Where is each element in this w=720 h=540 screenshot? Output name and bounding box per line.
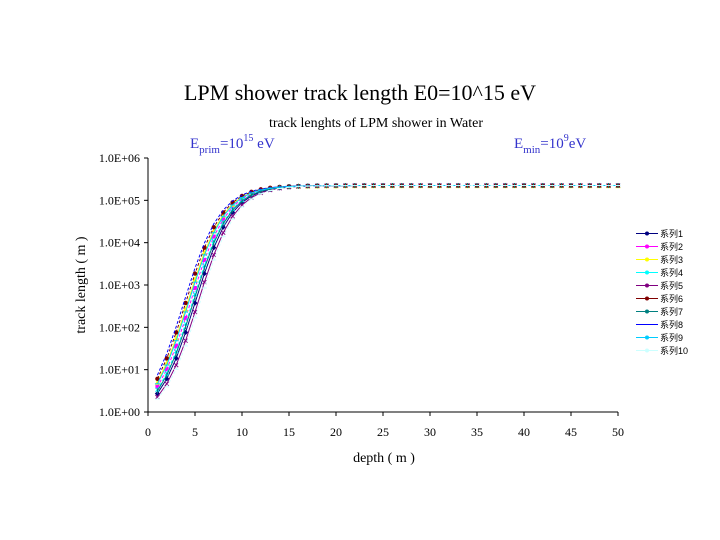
legend-label: 系列4 (660, 268, 684, 278)
data-point (155, 394, 160, 400)
y-tick-label: 1.0E+04 (99, 236, 140, 250)
data-point (183, 300, 188, 306)
legend-label: 系列2 (660, 242, 684, 252)
x-tick-label: 45 (565, 425, 577, 439)
series-line-4 (156, 185, 618, 390)
legend-swatch (636, 348, 658, 353)
legend-item: 系列7 (636, 305, 720, 318)
legend-label: 系列9 (660, 333, 684, 343)
legend-swatch (636, 257, 658, 262)
legend-swatch (636, 270, 658, 275)
legend-label: 系列7 (660, 307, 684, 317)
legend-swatch (636, 283, 658, 288)
x-tick-label: 20 (330, 425, 342, 439)
data-point (230, 204, 235, 209)
legend-swatch (636, 324, 658, 325)
x-tick-label: 25 (377, 425, 389, 439)
data-point (211, 228, 217, 234)
slide-title: LPM shower track length E0=10^15 eV (183, 80, 537, 105)
y-tick-label: 1.0E+00 (99, 405, 140, 419)
data-point (221, 217, 226, 222)
chart-title: track lenghts of LPM shower in Water (269, 116, 483, 131)
legend-label: 系列8 (660, 320, 684, 330)
x-tick-label: 0 (145, 425, 151, 439)
y-tick-label: 1.0E+01 (99, 363, 140, 377)
legend-swatch (636, 244, 658, 249)
data-point (164, 356, 169, 361)
x-axis-label: depth ( m ) (353, 451, 415, 466)
legend-item: 系列6 (636, 292, 720, 305)
data-point (173, 362, 179, 368)
data-point (173, 355, 179, 361)
legend-label: 系列5 (660, 281, 684, 291)
energy-prim-annotation: Eprim=1015 eV (190, 133, 275, 156)
series-line-8 (156, 185, 618, 376)
legend-item: 系列9 (636, 331, 720, 344)
legend-item: 系列4 (636, 266, 720, 279)
y-axis-label: track length ( m ) (74, 236, 89, 334)
legend-item: 系列1 (636, 227, 720, 240)
legend-label: 系列1 (660, 229, 684, 239)
data-point (211, 224, 216, 230)
x-tick-label: 50 (612, 425, 624, 439)
legend-item: 系列8 (636, 318, 720, 331)
data-point (230, 213, 235, 219)
y-tick-label: 1.0E+05 (99, 193, 140, 207)
y-tick-label: 1.0E+06 (99, 151, 140, 165)
data-point (220, 230, 226, 236)
data-point (201, 270, 207, 277)
legend-item: 系列5 (636, 279, 720, 292)
x-tick-label: 35 (471, 425, 483, 439)
legend-item: 系列10 (636, 344, 720, 357)
data-point (211, 234, 216, 239)
data-point (164, 367, 169, 372)
data-point (201, 249, 207, 256)
series-line-7 (156, 185, 618, 392)
data-point (164, 360, 170, 366)
x-tick-label: 40 (518, 425, 530, 439)
data-point (192, 300, 198, 306)
energy-min-annotation: Emin=109eV (514, 133, 586, 156)
data-point (192, 309, 198, 315)
legend-label: 系列3 (660, 255, 684, 265)
series-line-2 (156, 185, 618, 388)
data-point (192, 276, 198, 282)
x-tick-label: 30 (424, 425, 436, 439)
x-tick-label: 15 (283, 425, 295, 439)
data-point (183, 338, 188, 344)
data-point (202, 258, 207, 263)
legend-swatch (636, 296, 658, 301)
data-point (211, 252, 217, 258)
data-point (183, 315, 188, 320)
legend-item: 系列3 (636, 253, 720, 266)
data-point (155, 376, 160, 382)
legend-label: 系列6 (660, 294, 684, 304)
data-point (155, 384, 160, 389)
legend-swatch (636, 231, 658, 236)
legend-label: 系列10 (660, 346, 689, 356)
chart-legend: 系列1 系列2 系列3 系列4 系列5 系列6 系列7 系列8 系列9 系列10 (636, 227, 720, 357)
data-point (183, 329, 189, 335)
legend-item: 系列2 (636, 240, 720, 253)
data-point (192, 271, 198, 276)
data-point (193, 286, 197, 291)
legend-swatch (636, 309, 658, 314)
data-point (183, 306, 189, 312)
x-tick-label: 5 (192, 425, 198, 439)
y-tick-label: 1.0E+03 (99, 278, 140, 292)
x-tick-label: 10 (236, 425, 248, 439)
data-point (173, 335, 179, 341)
data-point (174, 343, 179, 348)
legend-swatch (636, 335, 658, 340)
y-tick-label: 1.0E+02 (99, 320, 140, 334)
